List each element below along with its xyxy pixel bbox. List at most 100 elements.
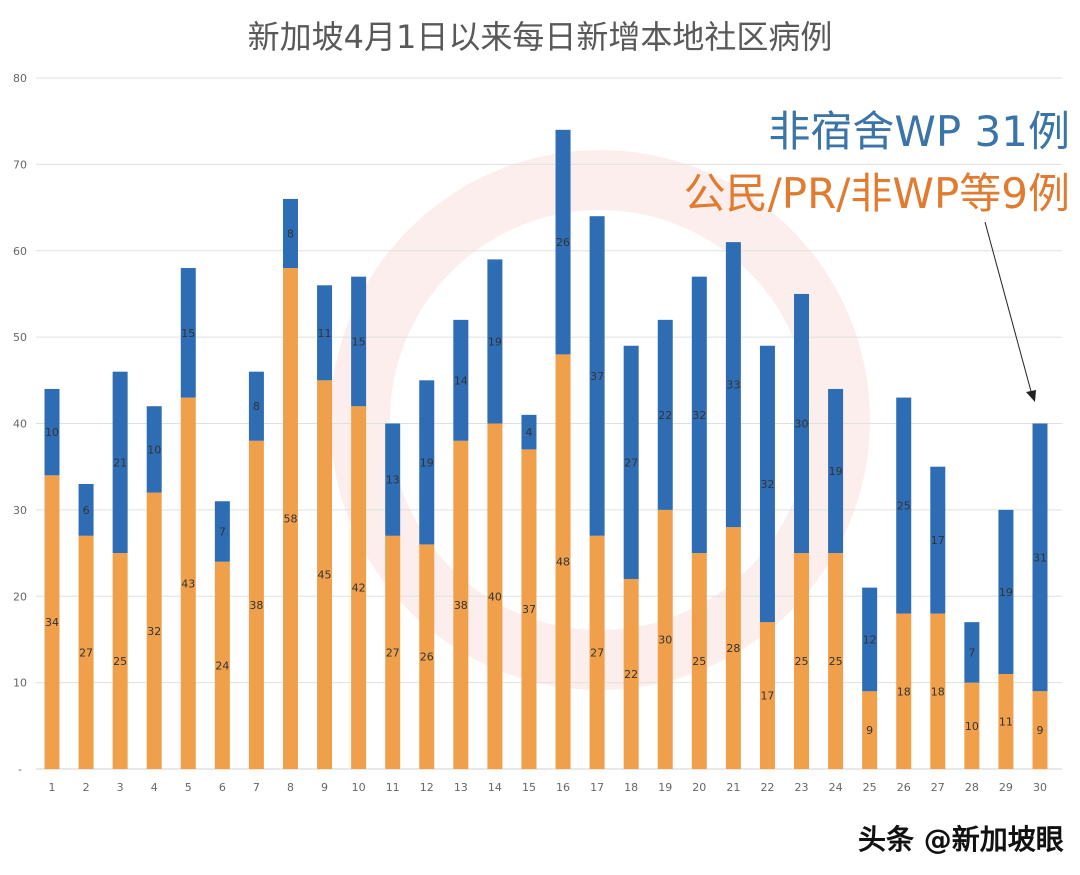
data-label: 58 — [283, 513, 297, 526]
x-tick-label: 19 — [658, 781, 672, 794]
x-tick-label: 8 — [287, 781, 294, 794]
data-label: 34 — [45, 616, 59, 629]
y-tick-label: 80 — [13, 72, 27, 85]
data-label: 25 — [829, 655, 843, 668]
data-label: 17 — [760, 690, 774, 703]
data-label: 19 — [420, 456, 434, 469]
data-label: 31 — [1033, 551, 1047, 564]
x-tick-label: 10 — [352, 781, 366, 794]
x-tick-label: 20 — [692, 781, 706, 794]
data-label: 27 — [79, 646, 93, 659]
bar-segment-citizen — [180, 397, 196, 769]
bar-segment-citizen — [248, 440, 264, 769]
bar-segment-citizen — [896, 613, 912, 769]
bar-segment-citizen — [78, 535, 94, 769]
bar-segment-wp — [521, 414, 537, 450]
data-label: 11 — [999, 715, 1013, 728]
watermark-text: 头条 @新加坡眼 — [858, 823, 1064, 856]
data-label: 11 — [318, 327, 332, 340]
data-label: 19 — [829, 465, 843, 478]
x-tick-label: 17 — [590, 781, 604, 794]
data-label: 38 — [454, 599, 468, 612]
y-tick-label: 40 — [13, 418, 27, 431]
data-label: 25 — [897, 500, 911, 513]
bar-segment-wp — [487, 259, 503, 424]
x-tick-label: 28 — [965, 781, 979, 794]
bar-segment-wp — [78, 483, 94, 536]
data-label: 21 — [113, 456, 127, 469]
data-label: 37 — [590, 370, 604, 383]
bar-segment-citizen — [691, 553, 707, 769]
bar-segment-wp — [282, 198, 298, 269]
bar-segment-citizen — [317, 380, 333, 769]
x-tick-label: 5 — [185, 781, 192, 794]
bar-segment-wp — [759, 345, 775, 623]
bar-segment-wp — [385, 423, 401, 536]
bar-segment-citizen — [657, 509, 673, 769]
data-label: 40 — [488, 590, 502, 603]
bar-segment-wp — [112, 371, 128, 554]
data-label: 18 — [931, 685, 945, 698]
bar-segment-citizen — [862, 691, 878, 769]
bar-segment-wp — [453, 319, 469, 441]
bar-segment-citizen — [214, 561, 230, 769]
bar-segment-wp — [657, 319, 673, 510]
data-label: 19 — [488, 335, 502, 348]
data-label: 8 — [287, 227, 294, 240]
data-label: 32 — [147, 625, 161, 638]
bar-segment-citizen — [998, 673, 1014, 769]
bar-segment-wp — [930, 466, 946, 614]
data-label: 25 — [113, 655, 127, 668]
bar-segment-wp — [794, 293, 810, 554]
data-label: 27 — [590, 646, 604, 659]
x-tick-label: 3 — [117, 781, 124, 794]
bar-segment-citizen — [385, 535, 401, 769]
data-label: 12 — [863, 633, 877, 646]
data-label: 9 — [866, 724, 873, 737]
x-tick-label: 12 — [420, 781, 434, 794]
data-label: 15 — [181, 327, 195, 340]
data-label: 19 — [999, 586, 1013, 599]
bar-segment-citizen — [44, 475, 60, 769]
bar-segment-citizen — [589, 535, 605, 769]
chart-title: 新加坡4月1日以来每日新增本地社区病例 — [247, 18, 833, 56]
data-label: 9 — [1037, 724, 1044, 737]
data-label: 30 — [795, 418, 809, 431]
x-tick-label: 9 — [321, 781, 328, 794]
y-tick-label: 10 — [13, 677, 27, 690]
x-tick-label: 21 — [726, 781, 740, 794]
bar-segment-citizen — [828, 553, 844, 769]
bar-segment-wp — [351, 276, 367, 407]
annotation-citizen-pr: 公民/PR/非WP等9例 — [683, 169, 1070, 218]
data-label: 28 — [726, 642, 740, 655]
data-label: 48 — [556, 556, 570, 569]
bar-segment-wp — [317, 285, 333, 381]
data-label: 24 — [215, 659, 229, 672]
data-label: 26 — [556, 236, 570, 249]
data-label: 13 — [386, 474, 400, 487]
x-tick-label: 16 — [556, 781, 570, 794]
data-label: 32 — [760, 478, 774, 491]
bar-segment-citizen — [555, 354, 571, 769]
bar-segment-citizen — [521, 449, 537, 769]
data-label: 30 — [658, 633, 672, 646]
bar-segment-wp — [1032, 423, 1048, 692]
bar-segment-citizen — [623, 578, 639, 769]
data-label: 32 — [692, 409, 706, 422]
bar-segment-citizen — [282, 268, 298, 769]
data-label: 10 — [965, 720, 979, 733]
bar-segment-wp — [44, 388, 60, 476]
x-tick-label: 22 — [760, 781, 774, 794]
x-tick-label: 6 — [219, 781, 226, 794]
data-label: 18 — [897, 685, 911, 698]
bar-segment-wp — [555, 129, 571, 355]
bar-segment-wp — [419, 380, 435, 545]
data-label: 42 — [352, 582, 366, 595]
data-label: 14 — [454, 374, 468, 387]
x-tick-label: 27 — [931, 781, 945, 794]
data-label: 7 — [219, 525, 226, 538]
arrow-line — [984, 221, 1033, 396]
bar-segment-citizen — [453, 440, 469, 769]
x-tick-label: 2 — [83, 781, 90, 794]
x-tick-label: 13 — [454, 781, 468, 794]
